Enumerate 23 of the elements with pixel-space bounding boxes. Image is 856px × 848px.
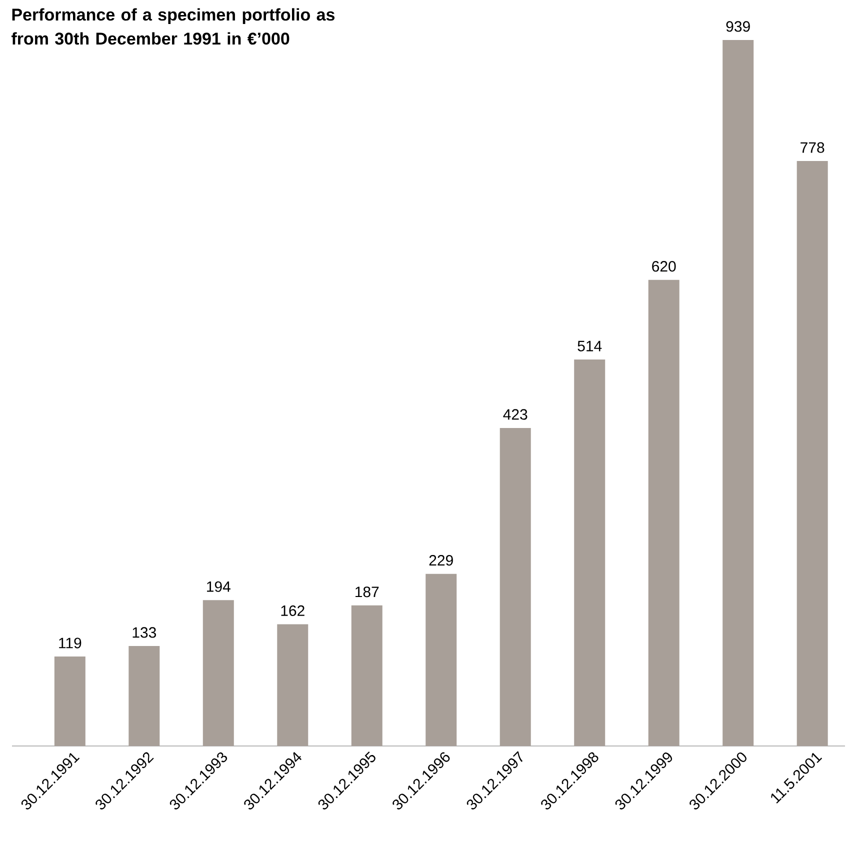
bar xyxy=(54,656,86,746)
data-label: 423 xyxy=(503,409,528,420)
data-label: 133 xyxy=(132,627,156,638)
bar xyxy=(202,600,234,746)
data-label: 514 xyxy=(578,340,602,352)
bar xyxy=(277,624,308,746)
bar xyxy=(648,280,680,746)
data-label: 194 xyxy=(207,581,230,592)
data-label: 229 xyxy=(429,554,453,566)
chart-title: Performance of a specimen portfolio as from 30th December 1991 in €’000 xyxy=(12,8,335,45)
bar xyxy=(351,605,382,746)
bar xyxy=(128,646,160,746)
data-label: 119 xyxy=(59,638,82,648)
bar xyxy=(500,428,531,746)
bar xyxy=(722,40,754,746)
data-label: 939 xyxy=(726,21,750,32)
data-label: 620 xyxy=(652,261,676,272)
data-label: 778 xyxy=(800,142,824,153)
bar xyxy=(574,360,606,746)
data-label: 162 xyxy=(281,605,304,616)
bar xyxy=(796,161,828,746)
data-label: 187 xyxy=(356,586,379,598)
bar xyxy=(426,574,457,746)
